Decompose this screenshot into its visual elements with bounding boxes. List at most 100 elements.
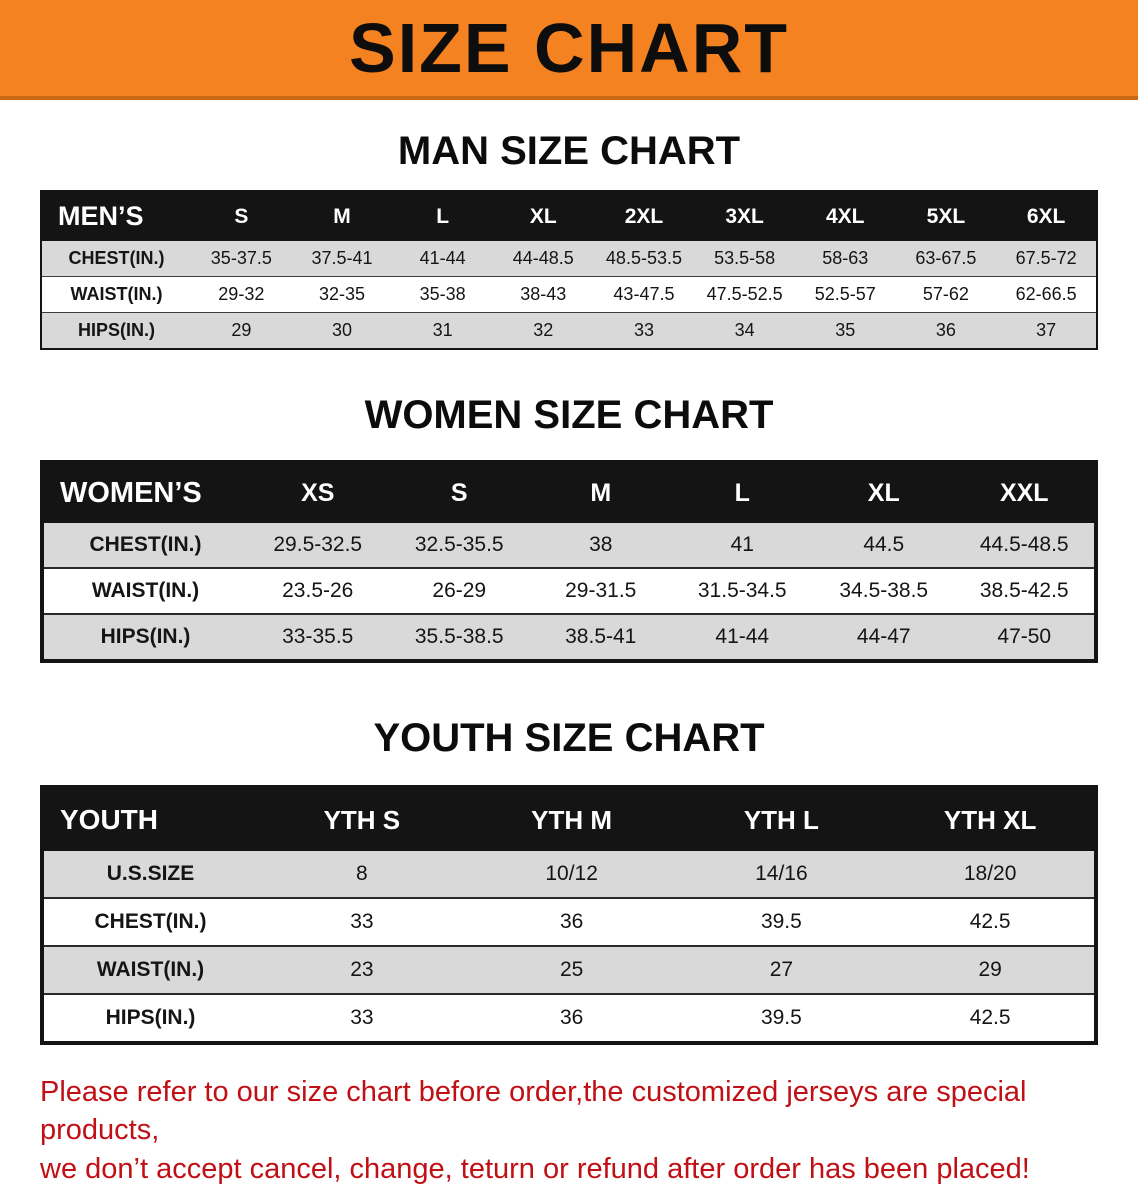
size-value-cell: 14/16 (755, 862, 808, 885)
size-value-cell: 44-47 (856, 625, 911, 648)
size-column-header: YTH S (257, 787, 467, 851)
disclaimer-line-1: Please refer to our size chart before or… (40, 1076, 1027, 1147)
measurement-row: CHEST(IN.) 29.5-32.5 32.5-35.5 38 41 44.5 44.5… (42, 523, 1096, 568)
size-value-cell: 27 (769, 958, 794, 981)
measurement-row: WAIST(IN.) 29-32 32-35 35-38 38-43 43-47.5 47.… (41, 276, 1097, 313)
measurement-row: CHEST(IN.) 33 36 39.5 42.5 (42, 898, 1096, 946)
size-value-cell: 33 (633, 320, 654, 340)
size-value-cell: 33 (350, 910, 374, 933)
measurement-row: WAIST(IN.) 23 25 27 29 (42, 946, 1096, 994)
size-value-cell: 29-31.5 (565, 579, 637, 602)
youth-size-chart-section: YOUTH SIZE CHART YOUTH YTH S YTH M YTH L YTH … (0, 715, 1138, 1045)
size-value-cell: 43-47.5 (613, 284, 675, 304)
size-value-cell: 23 (350, 958, 374, 981)
size-column-header: XS (247, 462, 389, 523)
row-label-cell: U.S.SIZE (106, 862, 195, 885)
size-column-header: M (530, 462, 672, 523)
size-value-cell: 35.5-38.5 (414, 625, 504, 648)
size-value-cell: 38.5-41 (565, 625, 637, 648)
size-chart-sections: MAN SIZE CHART MEN’S S M L XL 2XL 3XL 4XL 5XL 6XL C… (0, 128, 1138, 1045)
size-column-header: XL (813, 462, 955, 523)
size-value-cell: 44.5-48.5 (979, 533, 1069, 556)
size-value-cell: 35-37.5 (210, 248, 272, 268)
size-value-cell: 35-38 (419, 284, 466, 304)
size-value-cell: 63-67.5 (915, 248, 977, 268)
disclaimer-line-2: we don’t accept cancel, change, teturn o… (40, 1152, 1030, 1185)
row-label-cell: WAIST(IN.) (91, 579, 200, 602)
size-value-cell: 41 (730, 533, 754, 556)
size-column-header: 5XL (895, 191, 997, 241)
size-value-cell: 29 (978, 958, 1002, 981)
size-value-cell: 47-50 (997, 625, 1052, 648)
row-label-cell: WAIST(IN.) (70, 284, 163, 304)
size-column-header: 3XL (694, 191, 795, 241)
measurement-row: U.S.SIZE 8 10/12 14/16 18/20 (42, 851, 1096, 898)
size-value-cell: 48.5-53.5 (605, 248, 682, 268)
size-value-cell: 34.5-38.5 (839, 579, 929, 602)
women-table-header-row: WOMEN’S XS S M L XL XXL (42, 462, 1096, 523)
size-value-cell: 44-48.5 (512, 248, 574, 268)
size-value-cell: 38 (589, 533, 613, 556)
size-value-cell: 37.5-41 (311, 248, 373, 268)
size-value-cell: 67.5-72 (1015, 248, 1077, 268)
row-label-cell: WAIST(IN.) (96, 958, 205, 981)
size-value-cell: 62-66.5 (1015, 284, 1077, 304)
size-value-cell: 37 (1036, 320, 1057, 340)
size-value-cell: 53.5-58 (714, 248, 776, 268)
row-label-cell: CHEST(IN.) (89, 533, 202, 556)
size-value-cell: 31 (432, 320, 453, 340)
size-value-cell: 23.5-26 (282, 579, 354, 602)
size-value-cell: 29.5-32.5 (273, 533, 363, 556)
men-size-chart-section: MAN SIZE CHART MEN’S S M L XL 2XL 3XL 4XL 5XL 6XL C… (0, 128, 1138, 350)
women-size-chart-section: WOMEN SIZE CHART WOMEN’S XS S M L XL XXL CHEST(I… (0, 392, 1138, 663)
men-size-chart-heading: MAN SIZE CHART (397, 129, 741, 173)
size-column-header: XL (492, 191, 594, 241)
banner: SIZE CHART (0, 0, 1138, 100)
size-value-cell: 42.5 (969, 910, 1011, 933)
men-table-title-cell: MEN’S (41, 191, 191, 241)
size-column-header: YTH XL (886, 787, 1096, 851)
size-value-cell: 8 (356, 862, 368, 885)
size-value-cell: 41-44 (419, 248, 466, 268)
size-value-cell: 33-35.5 (282, 625, 354, 648)
measurement-row: HIPS(IN.) 29 30 31 32 33 34 35 36 37 (41, 312, 1097, 349)
youth-table-title-cell: YOUTH (42, 787, 257, 851)
size-value-cell: 58-63 (822, 248, 869, 268)
size-value-cell: 38-43 (520, 284, 567, 304)
size-value-cell: 47.5-52.5 (706, 284, 783, 304)
size-value-cell: 10/12 (545, 862, 598, 885)
size-value-cell: 39.5 (760, 910, 802, 933)
size-value-cell: 29-32 (218, 284, 265, 304)
size-value-cell: 36 (559, 910, 584, 933)
men-table-header-row: MEN’S S M L XL 2XL 3XL 4XL 5XL 6XL (41, 191, 1097, 241)
row-label-cell: HIPS(IN.) (105, 1006, 196, 1029)
size-value-cell: 32-35 (318, 284, 365, 304)
size-value-cell: 35 (835, 320, 856, 340)
row-label-cell: HIPS(IN.) (100, 625, 191, 648)
row-label-cell: HIPS(IN.) (77, 320, 155, 340)
size-value-cell: 57-62 (922, 284, 969, 304)
size-column-header: S (388, 462, 530, 523)
size-value-cell: 18/20 (963, 862, 1017, 885)
size-value-cell: 26-29 (432, 579, 487, 602)
size-column-header: L (392, 191, 493, 241)
women-size-chart-heading: WOMEN SIZE CHART (364, 393, 774, 437)
size-value-cell: 36 (935, 320, 956, 340)
size-value-cell: 32 (533, 320, 554, 340)
women-table-title-cell: WOMEN’S (42, 462, 247, 523)
size-value-cell: 36 (559, 1006, 584, 1029)
measurement-row: WAIST(IN.) 23.5-26 26-29 29-31.5 31.5-34.5 34… (42, 568, 1096, 614)
measurement-row: CHEST(IN.) 35-37.5 37.5-41 41-44 44-48.5 48.5… (41, 241, 1097, 277)
women-size-table: WOMEN’S XS S M L XL XXL CHEST(IN.) 29.5-32.5 32.5… (40, 460, 1098, 663)
youth-size-chart-heading: YOUTH SIZE CHART (373, 716, 765, 760)
size-value-cell: 52.5-57 (814, 284, 876, 304)
size-value-cell: 34 (734, 320, 755, 340)
youth-table-header-row: YOUTH YTH S YTH M YTH L YTH XL (42, 787, 1096, 851)
size-column-header: M (291, 191, 393, 241)
size-column-header: YTH L (676, 787, 887, 851)
measurement-row: HIPS(IN.) 33 36 39.5 42.5 (42, 994, 1096, 1043)
size-column-header: YTH M (466, 787, 677, 851)
size-value-cell: 42.5 (969, 1006, 1011, 1029)
row-label-cell: CHEST(IN.) (94, 910, 207, 933)
